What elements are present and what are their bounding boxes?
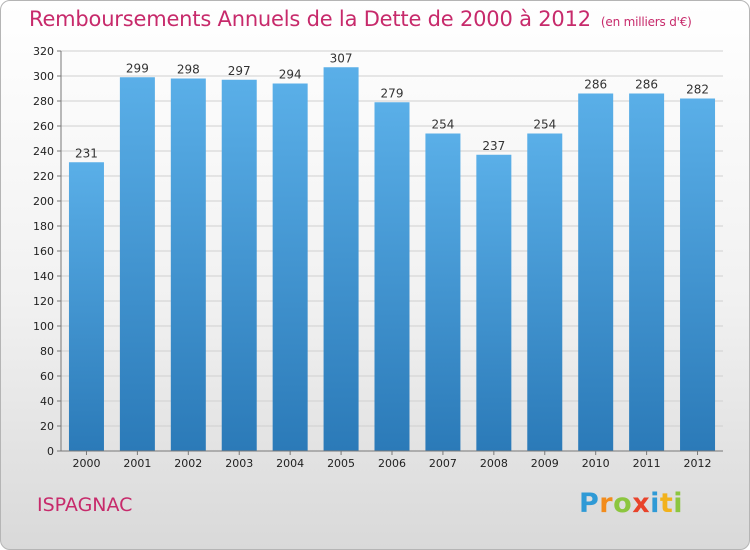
bar-2008 (476, 154, 512, 451)
y-tick-label: 280 (33, 95, 54, 108)
bars: 231 299 298 297 294 307 279 254 237 254 286 286 282 (68, 51, 716, 451)
y-tick-label: 40 (40, 395, 54, 408)
y-tick-label: 220 (33, 170, 54, 183)
data-label-2001: 299 (126, 61, 149, 75)
x-tick-label-2008: 2008 (480, 457, 508, 470)
data-label-2008: 237 (482, 139, 505, 153)
data-label-2007: 254 (431, 118, 454, 132)
y-axis: 0 20 40 60 80 100 120 140 160 180 200 220 240 260 280 3… (33, 45, 62, 458)
bar-2010 (578, 93, 614, 451)
data-label-2012: 282 (686, 83, 709, 97)
bar-2004 (272, 83, 308, 451)
x-tick-label-2012: 2012 (684, 457, 712, 470)
y-tick-label: 100 (33, 320, 54, 333)
y-tick-label: 80 (40, 345, 54, 358)
bar-2000 (68, 162, 104, 451)
bar-2009 (527, 133, 563, 451)
bar-2007 (425, 133, 461, 451)
x-tick-label-2007: 2007 (429, 457, 457, 470)
x-tick-label-2003: 2003 (225, 457, 253, 470)
y-tick-label: 240 (33, 145, 54, 158)
y-tick-label: 160 (33, 245, 54, 258)
proxiti-logo: Proxiti (579, 488, 684, 519)
y-tick-label: 260 (33, 120, 54, 133)
bar-2003 (221, 79, 257, 451)
y-tick-label: 120 (33, 295, 54, 308)
bar-2001 (119, 77, 155, 451)
y-tick-label: 0 (47, 445, 54, 458)
x-tick-label-2002: 2002 (174, 457, 202, 470)
data-label-2006: 279 (381, 86, 404, 100)
title-text: Remboursements Annuels de la Dette de 20… (29, 7, 591, 31)
x-tick-label-2001: 2001 (123, 457, 151, 470)
chart-title: Remboursements Annuels de la Dette de 20… (29, 7, 692, 31)
data-label-2004: 294 (279, 68, 302, 82)
x-tick-label-2010: 2010 (582, 457, 610, 470)
place-name: ISPAGNAC (37, 494, 133, 516)
y-tick-label: 60 (40, 370, 54, 383)
y-tick-label: 300 (33, 70, 54, 83)
x-tick-label-2011: 2011 (633, 457, 661, 470)
y-tick-label: 320 (33, 45, 54, 58)
bar-2006 (374, 102, 410, 451)
x-tick-label-2006: 2006 (378, 457, 406, 470)
bar-2005 (323, 67, 359, 451)
data-label-2002: 298 (177, 63, 200, 77)
x-tick-label-2009: 2009 (531, 457, 559, 470)
data-label-2009: 254 (533, 118, 556, 132)
data-label-2005: 307 (330, 51, 353, 65)
y-tick-label: 180 (33, 220, 54, 233)
bar-2002 (170, 78, 206, 451)
x-tick-label-2004: 2004 (276, 457, 304, 470)
data-label-2010: 286 (584, 78, 607, 92)
unit-label: (en milliers d'€) (600, 15, 692, 29)
x-axis: 2000 2001 2002 2003 2004 2005 2006 2007 2008 2009… (61, 450, 723, 470)
data-label-2011: 286 (635, 78, 658, 92)
y-tick-label: 140 (33, 270, 54, 283)
bar-2011 (629, 93, 665, 451)
data-label-2003: 297 (228, 64, 251, 78)
data-label-2000: 231 (75, 146, 98, 160)
y-tick-label: 20 (40, 420, 54, 433)
x-tick-label-2000: 2000 (72, 457, 100, 470)
x-tick-label-2005: 2005 (327, 457, 355, 470)
bar-2012 (680, 98, 716, 451)
y-tick-label: 200 (33, 195, 54, 208)
